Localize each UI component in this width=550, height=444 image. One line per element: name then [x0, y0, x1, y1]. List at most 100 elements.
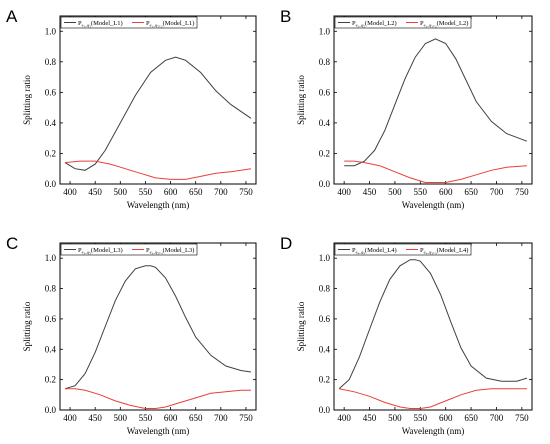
series-line-1	[64, 56, 252, 171]
plot-frame	[333, 15, 533, 185]
y-tick-label: 0.8	[319, 284, 331, 294]
x-tick-label: 600	[164, 413, 178, 423]
x-tick-label: 650	[464, 187, 478, 197]
x-tick-label: 550	[414, 187, 428, 197]
y-tick-label: 0.4	[45, 344, 57, 354]
y-tick-label: 0.2	[319, 375, 330, 385]
x-tick-label: 650	[189, 413, 203, 423]
y-tick-label: 1.0	[45, 253, 57, 263]
panel-letter: C	[6, 234, 18, 253]
legend-label: Pe₄_φ₄(Model_L4)	[352, 247, 397, 255]
x-tick-label: 450	[88, 187, 102, 197]
legend-label: Pe₁_φ₁₊₂(Model_L1)	[146, 20, 194, 28]
legend-sub: e₂_φ₂	[356, 22, 366, 27]
y-axis-title: Splitting ratio	[296, 301, 306, 351]
y-tick-label: 0.0	[45, 179, 57, 189]
legend-model: (Model_L2)	[437, 20, 469, 27]
legend-sub: e₃_φ₃₊₄	[150, 249, 163, 254]
x-tick-label: 750	[515, 187, 529, 197]
x-axis-title: Wavelength (nm)	[127, 426, 190, 436]
x-tick-label: 650	[464, 413, 478, 423]
legend-model: (Model_L3)	[91, 247, 123, 254]
legend-box	[60, 243, 198, 256]
legend-model: (Model_L2)	[365, 20, 397, 27]
panel-b: B 400 450 500 550 600 650 700 750 0.0 0.2 0.4 0.6 0.8…	[280, 7, 533, 210]
y-tick-label: 0.2	[319, 148, 330, 158]
x-tick-label: 500	[388, 187, 402, 197]
legend-box	[334, 243, 472, 256]
panel-letter: A	[6, 7, 18, 26]
legend-main: P	[78, 20, 82, 27]
x-tick-label: 500	[388, 413, 402, 423]
panel-letter: D	[280, 234, 292, 253]
series-line-2	[65, 388, 251, 409]
x-tick-label: 750	[515, 413, 529, 423]
series-line-1	[344, 38, 528, 167]
legend-model: (Model_L1)	[163, 20, 195, 27]
series-line-2	[339, 388, 527, 409]
x-tick-label: 600	[439, 413, 453, 423]
y-tick-label: 1.0	[319, 253, 331, 263]
plot-frame	[59, 242, 257, 411]
legend-sub: e₂_φ₁₊₂	[424, 22, 437, 27]
y-tick-label: 0.0	[319, 405, 331, 415]
x-tick-label: 550	[139, 187, 153, 197]
y-axis-title: Splitting ratio	[296, 75, 306, 125]
y-tick-label: 0.0	[45, 405, 57, 415]
y-tick-label: 0.8	[45, 284, 57, 294]
x-tick-label: 700	[490, 187, 504, 197]
x-tick-label: 550	[139, 413, 153, 423]
panel-a: A 400 450 500 550 600 650 700 750 0.0 0.2 0.4 0.6 0.8…	[6, 7, 257, 210]
x-tick-label: 550	[414, 413, 428, 423]
x-tick-label: 650	[189, 187, 203, 197]
legend-main: P	[420, 247, 424, 254]
legend-main: P	[146, 247, 150, 254]
legend-label: Pe₁_φ₁(Model_L1)	[78, 20, 123, 28]
y-tick-label: 1.0	[319, 26, 331, 36]
x-tick-label: 700	[490, 413, 504, 423]
x-tick-label: 400	[337, 413, 351, 423]
legend-label: Pe₃_φ₃(Model_L3)	[78, 247, 123, 255]
legend-main: P	[78, 247, 82, 254]
x-tick-label: 450	[363, 187, 377, 197]
y-tick-label: 0.6	[45, 87, 57, 97]
legend-model: (Model_L3)	[163, 247, 195, 254]
y-axis-title: Splitting ratio	[22, 75, 32, 125]
x-tick-label: 600	[164, 187, 178, 197]
y-tick-label: 0.8	[319, 57, 331, 67]
x-tick-label: 500	[114, 413, 128, 423]
legend-label: Pe₃_φ₃₊₄(Model_L3)	[146, 247, 194, 255]
legend-sub: e₄_φ₄	[356, 249, 366, 254]
x-tick-label: 400	[63, 187, 77, 197]
y-tick-label: 0.0	[319, 179, 331, 189]
y-tick-label: 0.4	[319, 118, 331, 128]
legend-label: Pe₂_φ₁₊₂(Model_L2)	[420, 20, 468, 28]
legend-model: (Model_L1)	[91, 20, 123, 27]
y-tick-label: 0.8	[45, 57, 57, 67]
legend-box	[60, 16, 198, 29]
y-tick-label: 0.2	[45, 148, 56, 158]
x-axis-title: Wavelength (nm)	[127, 200, 190, 210]
panel-d: D 400 450 500 550 600 650 700 750 0.0 0.2 0.4 0.6 0.8…	[280, 234, 533, 436]
x-tick-label: 450	[88, 413, 102, 423]
x-axis-title: Wavelength (nm)	[402, 200, 465, 210]
legend-sub: e₃_φ₃	[82, 249, 92, 254]
series-line-1	[338, 259, 528, 390]
legend-label: Pe₄_φ₃₊₄(Model_L4)	[420, 247, 468, 255]
y-tick-label: 1.0	[45, 26, 57, 36]
x-tick-label: 450	[363, 413, 377, 423]
y-tick-label: 0.4	[319, 344, 331, 354]
x-tick-label: 400	[63, 413, 77, 423]
y-axis-title: Splitting ratio	[22, 301, 32, 351]
legend-main: P	[420, 20, 424, 27]
series-line-1	[64, 265, 252, 390]
panel-c: C 400 450 500 550 600 650 700 750 0.0 0.2 0.4 0.6 0.8…	[6, 234, 257, 436]
x-tick-label: 700	[214, 413, 228, 423]
x-tick-label: 600	[439, 187, 453, 197]
legend-label: Pe₂_φ₂(Model_L2)	[352, 20, 397, 28]
y-tick-label: 0.2	[45, 375, 56, 385]
y-tick-label: 0.6	[319, 87, 331, 97]
x-tick-label: 750	[239, 413, 253, 423]
series-line-2	[64, 160, 252, 180]
